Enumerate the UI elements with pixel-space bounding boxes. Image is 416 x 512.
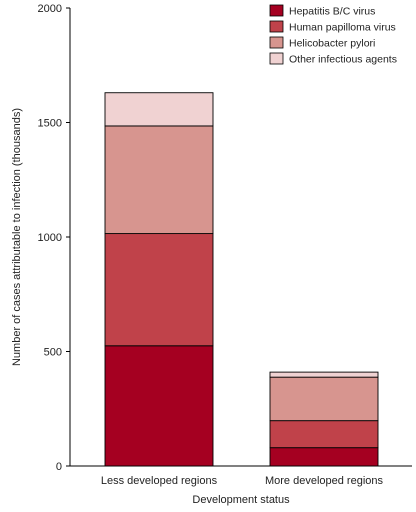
legend-swatch (269, 20, 284, 33)
bar-segment (269, 447, 379, 467)
y-tick-label: 2000 (38, 3, 62, 15)
x-axis-title: Development status (192, 494, 290, 506)
bar-segment (104, 233, 214, 347)
legend-label: Helicobacter pylori (289, 38, 375, 50)
bar-segment (104, 345, 214, 467)
bar-segment (269, 371, 379, 378)
bar-segment (269, 376, 379, 422)
x-tick-label: More developed regions (265, 475, 384, 487)
legend-label: Hepatitis B/C virus (289, 6, 375, 18)
x-category-labels: Less developed regions More developed reg… (101, 475, 384, 487)
legend: Hepatitis B/C virus Human papilloma virus… (269, 4, 397, 66)
bars (104, 92, 379, 467)
y-ticks: 0 500 1000 1500 2000 (38, 3, 70, 473)
bar-segment (104, 92, 214, 127)
y-tick-label: 0 (56, 461, 62, 473)
x-tick-label: Less developed regions (101, 475, 218, 487)
legend-label: Human papilloma virus (289, 22, 396, 34)
y-tick-label: 1500 (38, 118, 62, 130)
bar-segment (104, 125, 214, 235)
bar-segment (269, 420, 379, 449)
legend-swatch (269, 4, 284, 17)
y-axis-title: Number of cases attributable to infectio… (11, 108, 23, 366)
y-tick-label: 1000 (38, 232, 62, 244)
y-tick-label: 500 (44, 347, 62, 359)
legend-swatch (269, 52, 284, 65)
legend-label: Other infectious agents (289, 54, 397, 66)
legend-swatch (269, 36, 284, 49)
